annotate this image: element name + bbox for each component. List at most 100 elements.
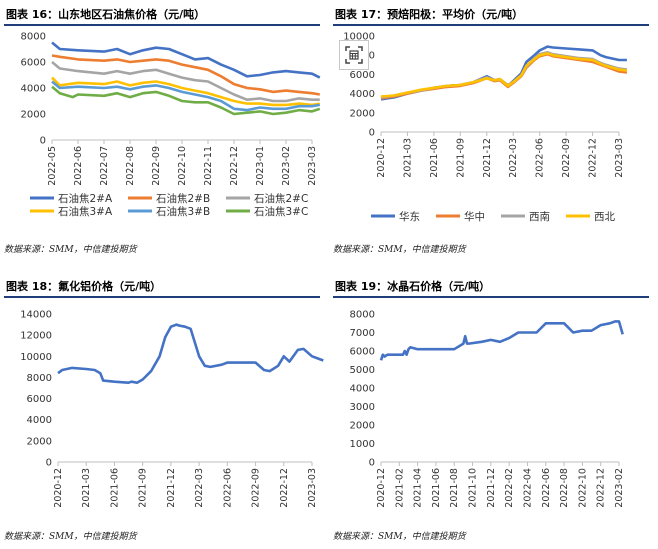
x-tick-label: 2022-09 bbox=[251, 468, 262, 508]
x-tick-label: 2022-10 bbox=[577, 468, 588, 508]
chart-panel-17: 图表 17：预焙阳极：平均价（元/吨） 02000400060008000100… bbox=[329, 0, 658, 262]
source-note: 数据来源：SMM，中信建投期货 bbox=[4, 532, 137, 542]
series-line bbox=[51, 54, 321, 96]
chart-plot: 0 2000 4000 6000 8000 2022-05 2022-06 2022-07 20… bbox=[21, 32, 321, 218]
x-tick-label: 2020-12 bbox=[376, 468, 387, 508]
legend-label: 西北 bbox=[594, 211, 615, 223]
chart-panel-16: 图表 16：山东地区石油焦价格（元/吨） 0 2000 4000 6000 8000 20… bbox=[0, 0, 329, 262]
y-tick-label: 6000 bbox=[27, 394, 52, 405]
title-rule bbox=[4, 24, 320, 26]
x-tick-label: 2022-09 bbox=[151, 146, 162, 186]
title-rule bbox=[333, 296, 649, 298]
series-line bbox=[380, 51, 628, 98]
y-tick-label: 4000 bbox=[350, 384, 375, 395]
x-tick-label: 2021-09 bbox=[455, 138, 466, 178]
x-tick-label: 2021-06 bbox=[429, 138, 440, 178]
x-tick-label: 2021-09 bbox=[138, 468, 149, 508]
source-note: 数据来源：SMM，中信建投期货 bbox=[333, 245, 466, 255]
chart-plot: 02000400060008000100002020-122021-032021… bbox=[343, 32, 628, 223]
x-tick-label: 2022-06 bbox=[535, 138, 546, 178]
x-tick-label: 2022-11 bbox=[203, 146, 214, 186]
series-line bbox=[51, 80, 321, 112]
x-tick-label: 2022-04 bbox=[522, 468, 533, 508]
x-tick-label: 2020-12 bbox=[53, 468, 64, 508]
legend-label: 石油焦3#A bbox=[58, 205, 113, 218]
x-tick-label: 2022-09 bbox=[561, 138, 572, 178]
source-note: 数据来源：SMM，中信建投期货 bbox=[333, 532, 466, 542]
y-tick-label: 14000 bbox=[20, 310, 52, 321]
title-rule bbox=[333, 24, 649, 26]
legend-label: 石油焦2#B bbox=[156, 192, 210, 205]
x-tick-label: 2023-03 bbox=[307, 146, 318, 186]
chart-title: 图表 16：山东地区石油焦价格（元/吨） bbox=[6, 8, 206, 21]
x-tick-label: 2022-12 bbox=[588, 138, 599, 178]
x-tick-label: 2021-06 bbox=[431, 468, 442, 508]
series-line bbox=[51, 61, 320, 103]
y-tick-label: 0 bbox=[46, 458, 52, 469]
x-tick-label: 2022-06 bbox=[73, 146, 84, 186]
legend-label: 石油焦2#C bbox=[254, 192, 308, 205]
x-tick-label: 2021-10 bbox=[468, 468, 479, 508]
legend-label: 石油焦3#C bbox=[254, 205, 308, 218]
y-tick-label: 1000 bbox=[350, 439, 375, 450]
chart-plot: 0 1000 2000 3000 4000 5000 6000 7000 8000 2020-12… bbox=[350, 310, 625, 508]
series-line bbox=[379, 320, 624, 361]
y-tick-label: 4000 bbox=[350, 89, 375, 100]
x-tick-label: 2021-06 bbox=[109, 468, 120, 508]
x-tick-label: 2022-12 bbox=[596, 468, 607, 508]
x-tick-label: 2021-03 bbox=[402, 138, 413, 178]
x-tick-label: 2022-06 bbox=[541, 468, 552, 508]
y-tick-label: 0 bbox=[369, 128, 375, 139]
chart-title: 图表 18：氟化铝价格（元/吨） bbox=[6, 280, 162, 293]
crop-icon[interactable] bbox=[339, 40, 369, 70]
y-tick-label: 6000 bbox=[350, 347, 375, 358]
y-tick-label: 0 bbox=[40, 136, 46, 147]
y-tick-label: 6000 bbox=[350, 70, 375, 81]
x-tick-label: 2022-12 bbox=[229, 146, 240, 186]
x-tick-label: 2022-10 bbox=[177, 146, 188, 186]
x-tick-label: 2023-03 bbox=[614, 138, 625, 178]
x-tick-label: 2022-03 bbox=[194, 468, 205, 508]
y-tick-label: 3000 bbox=[350, 402, 375, 413]
series-line bbox=[51, 76, 321, 107]
y-tick-label: 2000 bbox=[350, 421, 375, 432]
x-tick-label: 2022-12 bbox=[279, 468, 290, 508]
x-tick-label: 2023-03 bbox=[307, 468, 318, 508]
source-note: 数据来源：SMM，中信建投期货 bbox=[4, 245, 137, 255]
series-line bbox=[51, 85, 321, 116]
legend-label: 华东 bbox=[399, 210, 420, 223]
chart-title: 图表 19：冰晶石价格（元/吨） bbox=[335, 280, 491, 293]
x-tick-label: 2023-02 bbox=[281, 146, 292, 186]
x-tick-label: 2022-03 bbox=[508, 138, 519, 178]
chart-title: 图表 17：预焙阳极：平均价（元/吨） bbox=[335, 8, 524, 21]
y-tick-label: 4000 bbox=[27, 415, 52, 426]
x-tick-label: 2022-08 bbox=[559, 468, 570, 508]
y-tick-label: 8000 bbox=[21, 32, 46, 43]
series-line bbox=[57, 323, 324, 384]
legend-label: 石油焦3#B bbox=[156, 205, 210, 218]
y-tick-label: 10000 bbox=[343, 32, 375, 43]
y-tick-label: 4000 bbox=[21, 84, 46, 95]
chart-panel-18: 图表 18：氟化铝价格（元/吨） 0 2000 4000 6000 8000 10000 1… bbox=[0, 274, 329, 549]
series-line bbox=[51, 41, 321, 79]
y-tick-label: 6000 bbox=[21, 58, 46, 69]
y-tick-label: 2000 bbox=[21, 110, 46, 121]
x-tick-label: 2021-02 bbox=[394, 468, 405, 508]
x-tick-label: 2023-02 bbox=[614, 468, 625, 508]
x-tick-label: 2021-04 bbox=[413, 468, 424, 508]
x-tick-label: 2022-07 bbox=[99, 146, 110, 186]
x-tick-label: 2023-01 bbox=[255, 146, 266, 186]
y-tick-label: 8000 bbox=[27, 373, 52, 384]
x-tick-label: 2022-06 bbox=[222, 468, 233, 508]
x-tick-label: 2022-05 bbox=[47, 146, 58, 186]
x-tick-label: 2021-08 bbox=[449, 468, 460, 508]
x-tick-label: 2020-12 bbox=[376, 138, 387, 178]
y-tick-label: 5000 bbox=[350, 365, 375, 376]
legend-label: 西南 bbox=[529, 210, 550, 223]
x-tick-label: 2021-12 bbox=[482, 138, 493, 178]
y-tick-label: 8000 bbox=[350, 310, 375, 321]
y-tick-label: 2000 bbox=[350, 108, 375, 119]
legend-label: 华中 bbox=[464, 210, 485, 223]
y-tick-label: 2000 bbox=[27, 436, 52, 447]
x-tick-label: 2021-12 bbox=[486, 468, 497, 508]
